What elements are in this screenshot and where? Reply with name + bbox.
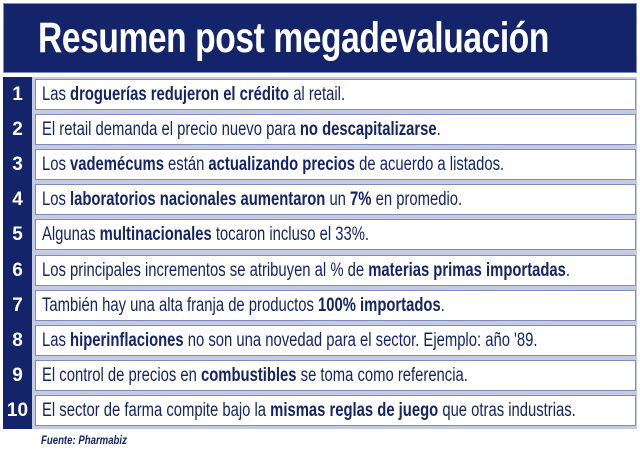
item-text: Los laboratorios nacionales aumentaron u…: [42, 189, 462, 211]
item-box: Las droguerías redujeron el crédito al r…: [35, 79, 636, 110]
item-box: Algunas multinacionales tocaron incluso …: [35, 219, 636, 251]
number-column: [3, 77, 32, 429]
text-segment: que otras industrias.: [438, 399, 576, 421]
text-segment: no son una novedad para el sector. Ejemp…: [183, 329, 538, 351]
text-segment: El control de precios en: [42, 364, 201, 386]
item-text: El sector de farma compite bajo la misma…: [42, 400, 576, 422]
text-segment: También hay una alta franja de productos: [42, 294, 318, 316]
text-segment: .: [436, 119, 441, 141]
text-segment: .: [440, 294, 445, 316]
item-text: El control de precios en combustibles se…: [42, 365, 468, 387]
bold-segment: 7%: [350, 189, 372, 211]
item-box: Los vademécums están actualizando precio…: [35, 149, 636, 181]
text-segment: El retail demanda el precio nuevo para: [42, 119, 300, 141]
text-segment: Las: [42, 329, 71, 351]
item-number: 5: [12, 224, 23, 246]
list-item: 6 Los principales incrementos se atribuye…: [0, 254, 640, 286]
item-text: Las hiperinflaciones no son una novedad …: [42, 330, 537, 352]
text-segment: Los: [42, 189, 71, 211]
list-item: 8 Las hiperinflaciones no son una novedad…: [0, 324, 640, 356]
text-segment: un: [325, 189, 351, 211]
source-note: Fuente: Pharmabiz: [41, 433, 127, 447]
bold-segment: no descapitalizarse: [299, 119, 437, 141]
bold-segment: vademécums: [70, 154, 164, 176]
bold-segment: hiperinflaciones: [70, 329, 184, 351]
header-banner: Resumen post megadevaluación: [3, 3, 637, 73]
item-number: 4: [12, 189, 23, 211]
bold-segment: laboratorios nacionales aumentaron: [70, 189, 326, 211]
item-number: 6: [12, 259, 23, 281]
item-box: El control de precios en combustibles se…: [35, 359, 636, 391]
text-segment: .: [565, 259, 571, 281]
text-segment: se toma como referencia.: [296, 364, 468, 386]
bold-segment: materias primas importadas: [368, 259, 566, 281]
bold-segment: mismas reglas de juego: [270, 399, 439, 421]
item-number: 7: [12, 294, 23, 316]
item-box: El sector de farma compite bajo la misma…: [35, 394, 636, 426]
item-box: También hay una alta franja de productos…: [35, 289, 636, 321]
list-item: 4 Los laboratorios nacionales aumentaron …: [0, 184, 640, 216]
item-text: También hay una alta franja de productos…: [42, 295, 445, 317]
page-title: Resumen post megadevaluación: [38, 14, 549, 62]
item-box: Las hiperinflaciones no son una novedad …: [35, 324, 636, 356]
item-text: El retail demanda el precio nuevo para n…: [42, 119, 441, 141]
text-segment: de acuerdo a listados.: [355, 154, 505, 176]
text-segment: Algunas: [42, 224, 100, 246]
list-item: 2 El retail demanda el precio nuevo para …: [0, 114, 640, 146]
bold-segment: combustibles: [200, 364, 297, 386]
item-number: 3: [12, 154, 23, 176]
item-number: 1: [12, 84, 23, 105]
item-number: 9: [12, 364, 23, 386]
list-item: 1 Las droguerías redujeron el crédito al …: [0, 79, 640, 110]
item-box: Los principales incrementos se atribuyen…: [35, 254, 636, 286]
item-text: Los vademécums están actualizando precio…: [42, 154, 504, 176]
text-segment: tocaron incluso el 33%.: [211, 224, 370, 246]
list-item: 10 El sector de farma compite bajo la mis…: [0, 394, 640, 426]
item-text: Las droguerías redujeron el crédito al r…: [42, 84, 345, 106]
item-number: 10: [6, 399, 29, 421]
text-segment: El sector de farma compite bajo la: [42, 399, 271, 421]
text-segment: Las: [42, 84, 71, 105]
bold-segment: droguerías redujeron el crédito: [70, 84, 290, 105]
list-item: 5 Algunas multinacionales tocaron incluso…: [0, 219, 640, 251]
item-text: Los principales incrementos se atribuyen…: [42, 260, 570, 282]
bold-segment: 100% importados: [317, 294, 441, 316]
item-box: Los laboratorios nacionales aumentaron u…: [35, 184, 636, 216]
text-segment: al retail.: [289, 84, 346, 105]
item-number: 2: [12, 119, 23, 141]
text-segment: están: [163, 154, 209, 176]
text-segment: en promedio.: [371, 189, 463, 211]
item-number: 8: [12, 329, 23, 351]
list-item: 9 El control de precios en combustibles s…: [0, 359, 640, 391]
item-box: El retail demanda el precio nuevo para n…: [35, 114, 636, 146]
text-segment: Los principales incrementos se atribuyen…: [42, 259, 369, 281]
list-item: 3 Los vademécums están actualizando preci…: [0, 149, 640, 181]
list-item: 7 También hay una alta franja de producto…: [0, 289, 640, 321]
text-segment: Los: [42, 154, 71, 176]
bold-segment: actualizando precios: [208, 154, 356, 176]
bold-segment: multinacionales: [99, 224, 212, 246]
item-text: Algunas multinacionales tocaron incluso …: [42, 224, 369, 246]
